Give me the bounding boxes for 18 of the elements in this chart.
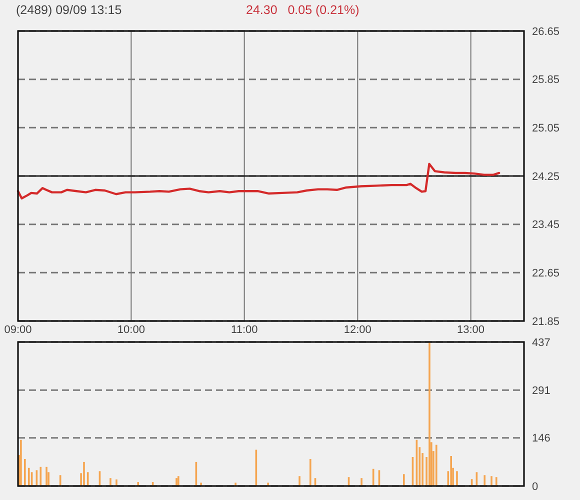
x-tick-label: 11:00: [231, 324, 258, 336]
chart-title: (2489) 09/09 13:15: [16, 3, 122, 17]
x-tick-label: 13:00: [457, 324, 485, 336]
x-tick-label: 09:00: [4, 324, 32, 336]
y-tick-label: 291: [532, 384, 550, 397]
y-tick-label: 21.85: [532, 316, 560, 328]
y-tick-label: 22.65: [532, 268, 560, 280]
x-tick-label: 10:00: [117, 324, 145, 336]
y-tick-label: 26.65: [532, 26, 560, 38]
y-tick-label: 146: [532, 432, 550, 445]
x-tick-label: 12:00: [344, 324, 372, 336]
y-tick-label: 437: [532, 336, 550, 349]
y-tick-label: 23.45: [532, 219, 560, 232]
y-tick-label: 25.85: [532, 74, 560, 86]
chart-subtitle: 24.30 0.05 (0.21%): [246, 3, 360, 17]
y-tick-label: 24.25: [532, 170, 560, 183]
y-tick-label: 25.05: [532, 122, 560, 135]
y-tick-label: 0: [532, 480, 538, 493]
